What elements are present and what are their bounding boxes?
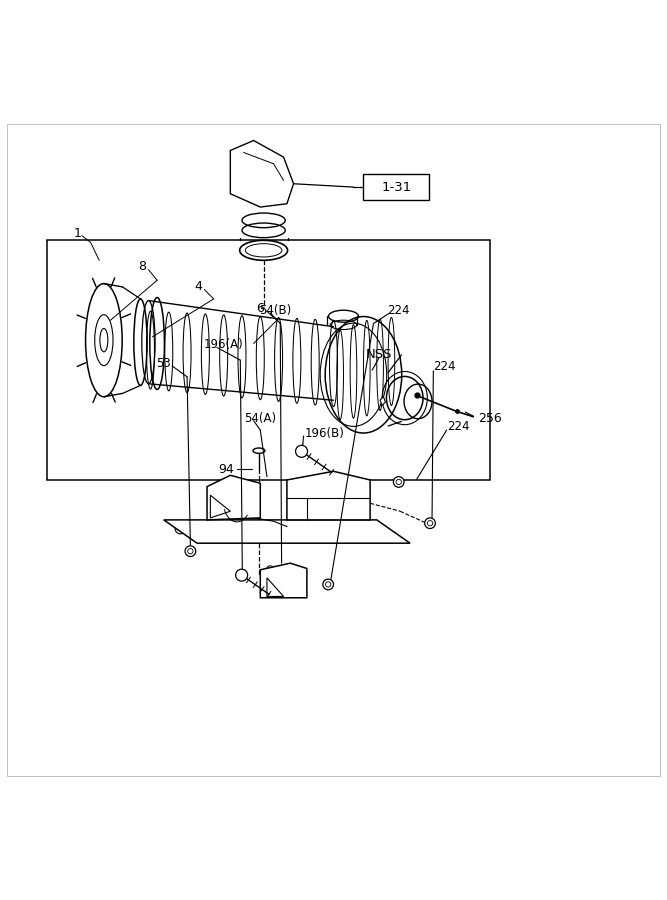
Circle shape [185,545,195,556]
Circle shape [323,579,334,590]
Text: 224: 224 [434,360,456,373]
Polygon shape [267,578,283,597]
Polygon shape [207,475,260,520]
Circle shape [235,569,247,581]
Text: 224: 224 [447,419,469,433]
Text: 256: 256 [478,411,502,425]
Text: 53: 53 [156,357,171,370]
Text: 54(B): 54(B) [259,303,291,317]
Text: 94: 94 [218,463,233,476]
Text: 224: 224 [387,303,410,317]
Polygon shape [210,495,230,518]
FancyBboxPatch shape [364,175,430,201]
Polygon shape [164,520,410,544]
Text: 1: 1 [73,227,81,240]
Polygon shape [260,563,307,598]
Text: 8: 8 [139,260,147,274]
Text: 1-31: 1-31 [382,181,412,194]
Polygon shape [380,397,386,405]
Text: 196(B): 196(B) [304,427,344,440]
Polygon shape [287,472,370,520]
Polygon shape [230,140,293,207]
Circle shape [425,518,436,528]
Text: NSS: NSS [366,348,392,361]
Text: 6: 6 [256,302,264,315]
Text: 4: 4 [195,281,202,293]
Text: 54(A): 54(A) [243,411,275,425]
Text: 196(A): 196(A) [203,338,243,351]
Circle shape [394,477,404,487]
Circle shape [295,446,307,457]
Bar [47,240,490,480]
